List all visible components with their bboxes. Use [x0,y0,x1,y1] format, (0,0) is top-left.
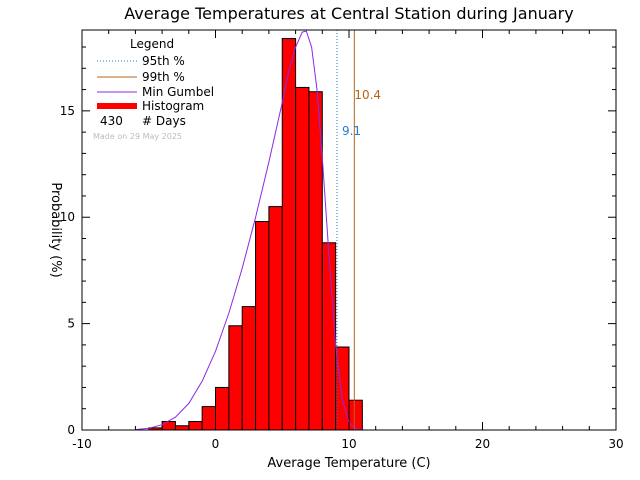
histogram-bar [348,399,363,431]
legend-label-gumbel: Min Gumbel [142,85,214,99]
histogram-bar [321,242,337,431]
percentile-99-value: 10.4 [354,88,381,102]
x-tick-label: 0 [212,437,220,451]
legend-label-95th: 95th % [142,54,185,68]
histogram-bar [188,420,203,431]
legend-day-count: 430 [100,114,123,128]
legend-label-99th: 99th % [142,70,185,84]
histogram-bar [201,406,216,431]
legend: Legend 95th % 99th % Min Gumbel Histogra… [93,37,214,141]
percentile-95-value: 9.1 [342,124,361,138]
y-axis-label: Probability (%) [48,182,63,277]
chart-title: Average Temperatures at Central Station … [124,4,573,23]
legend-title: Legend [130,37,174,51]
x-tick-label: 20 [475,437,490,451]
x-axis-label: Average Temperature (C) [267,456,430,471]
histogram-bar [255,220,270,431]
y-axis-ticks: 0 5 10 15 [60,46,616,437]
histogram-bar [268,206,283,431]
gumbel-curve [135,30,363,431]
made-on-note: Made on 29 May 2025 [93,132,182,141]
histogram-bar [241,306,257,431]
x-tick-label: -10 [72,437,92,451]
y-tick-label: 15 [60,104,75,118]
histogram-bar [295,86,310,431]
histogram-bar [161,420,176,431]
histogram-bar [215,386,230,431]
x-axis-ticks: -10 0 10 20 30 [72,30,624,451]
legend-day-count-label: # Days [142,114,186,128]
histogram-bar [308,91,323,431]
x-tick-label: 30 [608,437,623,451]
y-tick-label: 10 [60,210,75,224]
y-tick-label: 0 [67,423,75,437]
y-tick-label: 5 [67,317,75,331]
legend-label-histogram: Histogram [142,99,204,113]
histogram-bar [174,425,190,431]
histogram-bar [228,325,243,431]
x-tick-label: 10 [341,437,356,451]
histogram-bars [148,38,363,431]
histogram-bar [281,38,297,431]
